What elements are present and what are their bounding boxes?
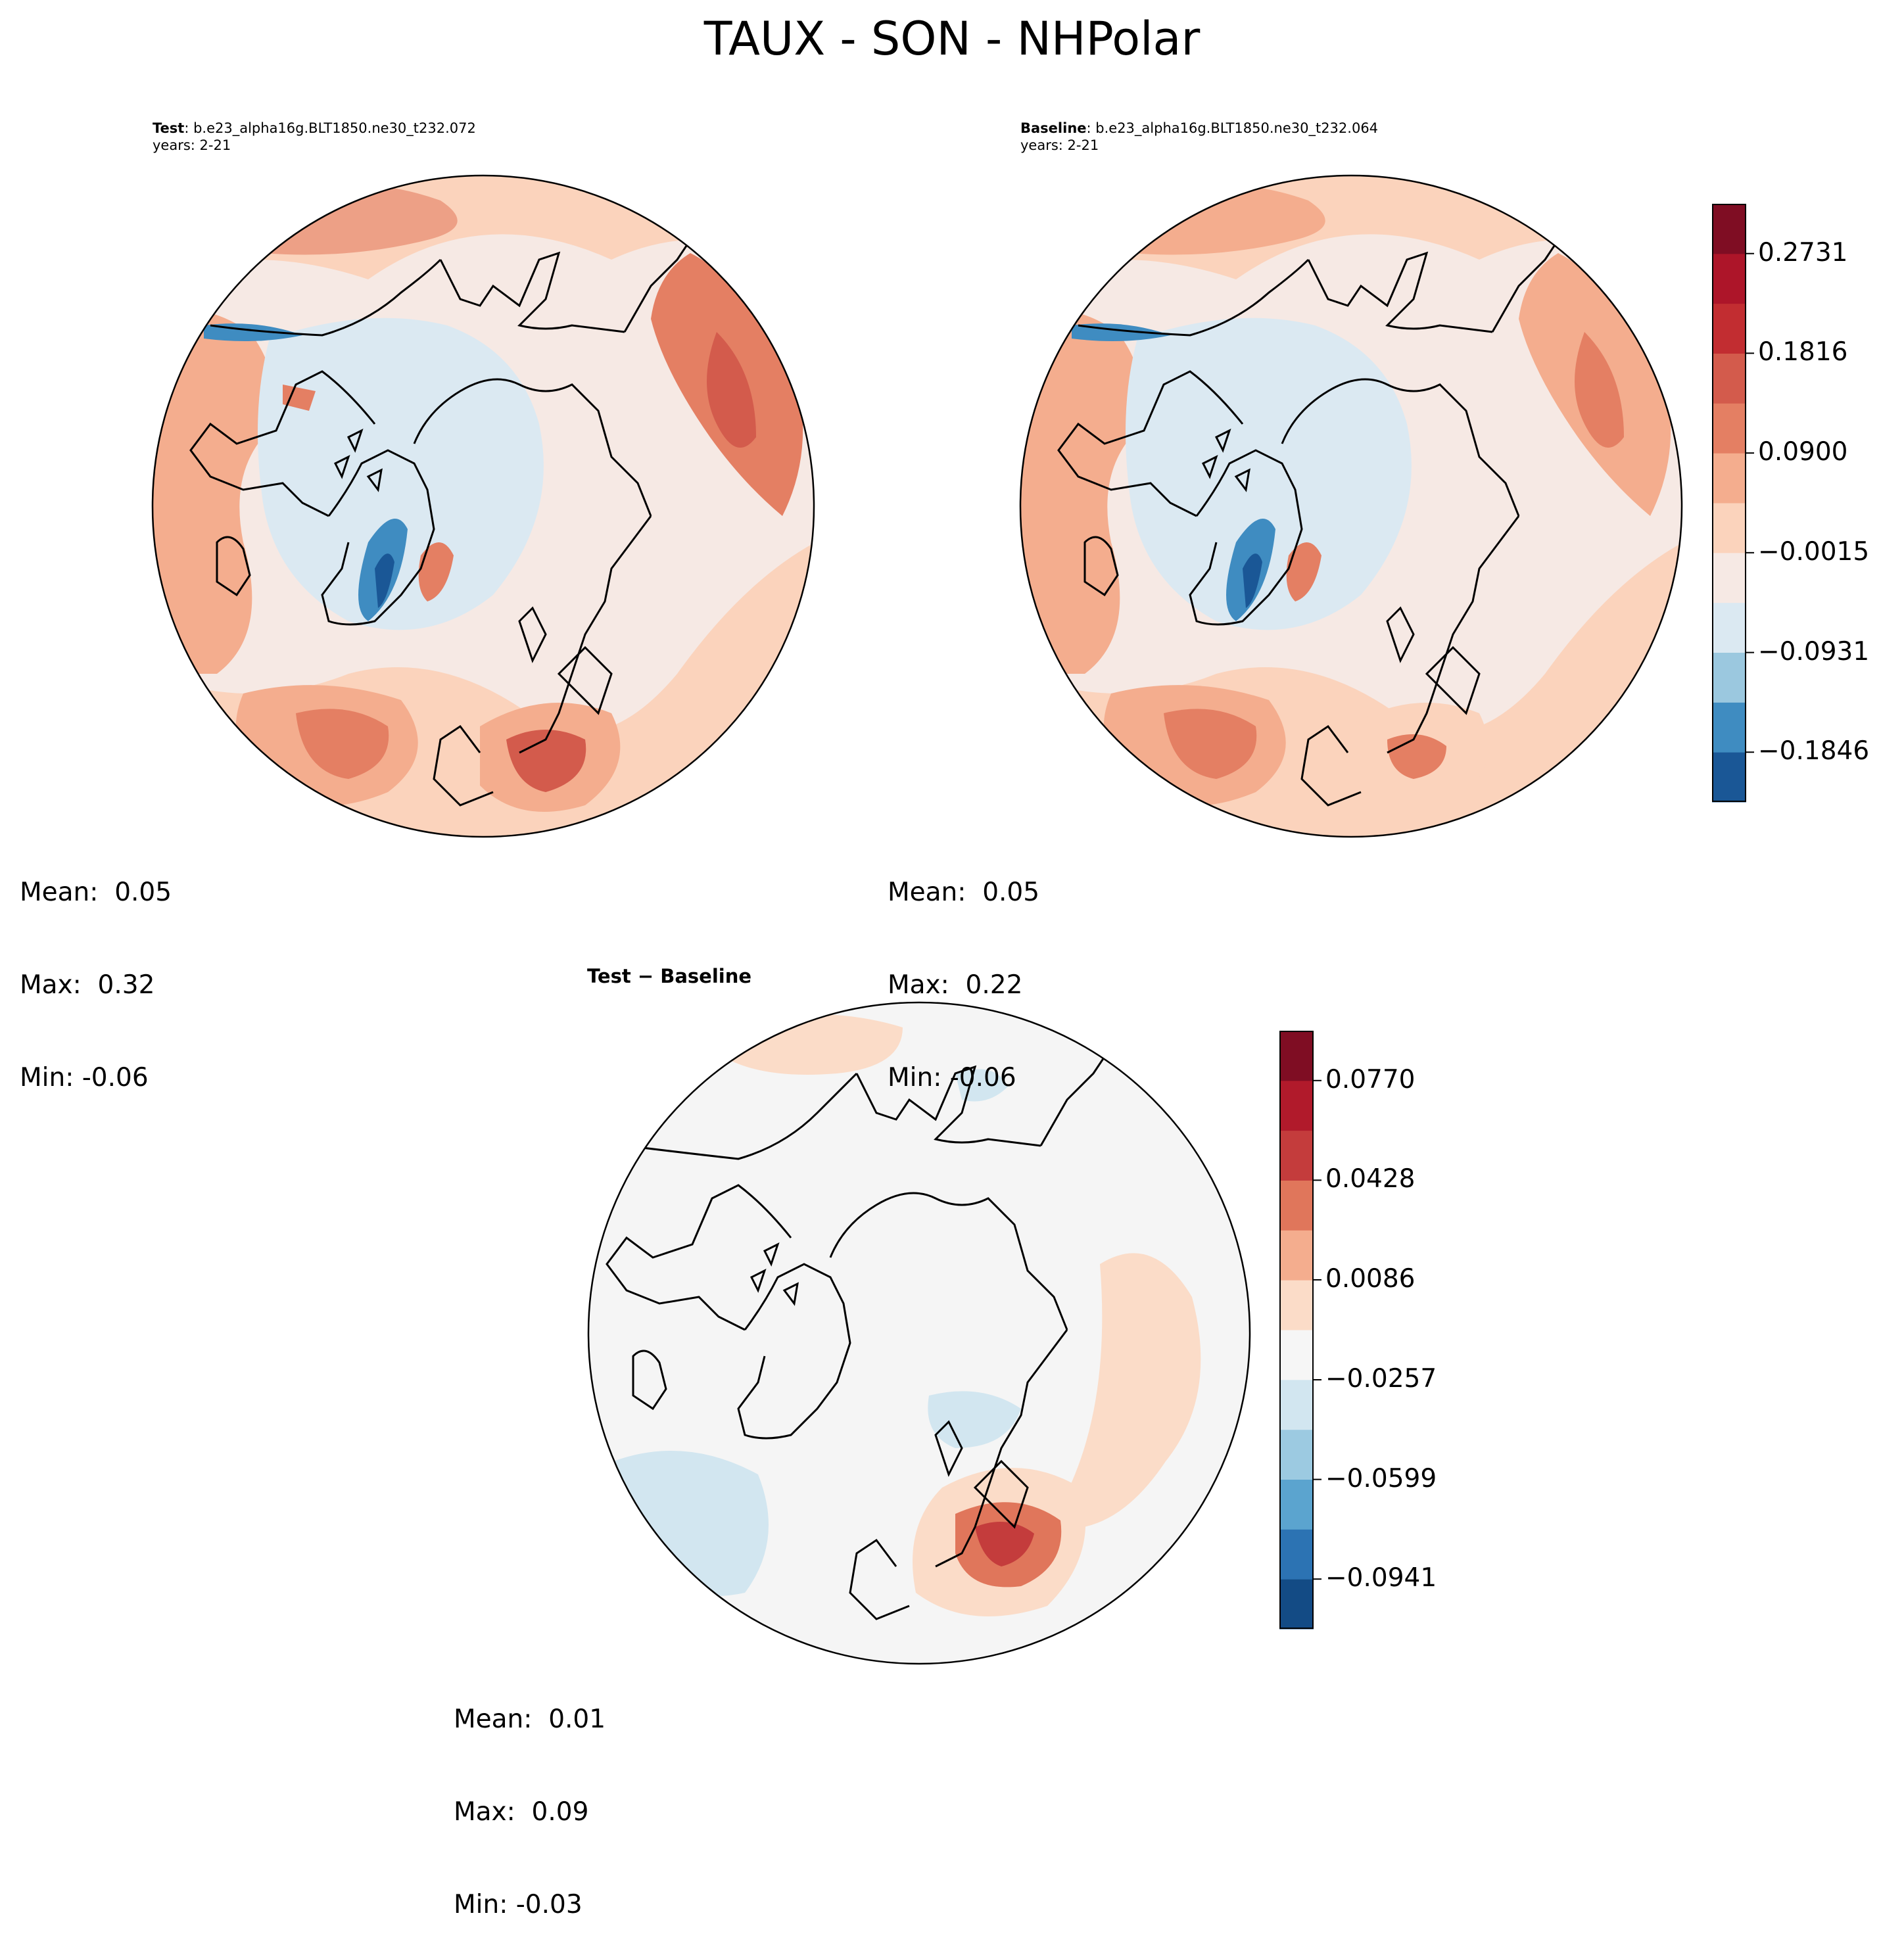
main-colorbar-tick-label: 0.1816 [1758, 337, 1848, 367]
diff-colorbar-tick-label: 0.0086 [1325, 1263, 1416, 1294]
diff-mean: Mean: 0.01 [454, 1704, 606, 1734]
test-greenland-blue-core [375, 553, 394, 608]
test-stats: Mean: 0.05 Max: 0.32 Min: -0.06 [20, 815, 172, 1124]
baseline-left-band [1020, 310, 1141, 674]
baseline-min: Min: -0.06 [888, 1063, 1016, 1093]
test-atlantic-core [296, 709, 389, 779]
main-colorbar-segment [1712, 403, 1746, 454]
test-map [151, 174, 815, 838]
test-years: years: 2-21 [153, 137, 231, 153]
test-max: Max: 0.32 [20, 970, 155, 1000]
test-case-name: : b.e23_alpha16g.BLT1850.ne30_t232.072 [184, 120, 476, 136]
baseline-map [1019, 174, 1683, 838]
test-right-band-core [707, 332, 756, 448]
baseline-greenland-red [1286, 542, 1321, 601]
main-colorbar-tick-label: −0.1846 [1758, 736, 1870, 766]
main-colorbar-tick-label: 0.2731 [1758, 237, 1848, 268]
baseline-panel-title: Baseline: b.e23_alpha16g.BLT1850.ne30_t2… [1020, 120, 1378, 154]
main-colorbar-segment [1712, 253, 1746, 304]
baseline-atlantic-core [1164, 709, 1257, 779]
test-greenland-red [418, 542, 454, 601]
baseline-coastlines [1057, 225, 1585, 807]
main-colorbar-segment [1712, 552, 1746, 603]
diff-colorbar-tick-label: −0.0599 [1325, 1463, 1437, 1493]
diff-colorbar-segment [1279, 1080, 1314, 1131]
test-left-band [153, 310, 274, 674]
baseline-case-name: : b.e23_alpha16g.BLT1850.ne30_t232.064 [1086, 120, 1379, 136]
test-europe-core [506, 730, 586, 792]
diff-map [587, 1001, 1251, 1665]
diff-colorbar-segment [1279, 1130, 1314, 1181]
diff-colorbar-segment [1279, 1180, 1314, 1231]
diff-colorbar-segment [1279, 1031, 1314, 1081]
diff-greenland-blue [928, 1391, 1021, 1448]
diff-colorbar-tick-label: −0.0257 [1325, 1364, 1437, 1394]
diff-colorbar-segment [1279, 1230, 1314, 1281]
baseline-stats: Mean: 0.05 Max: 0.22 Min: -0.06 [888, 815, 1039, 1124]
diff-stats: Mean: 0.01 Max: 0.09 Min: -0.03 [454, 1642, 606, 1951]
baseline-label: Baseline [1020, 120, 1087, 136]
diff-colorbar-segment [1279, 1280, 1314, 1330]
main-colorbar-segment [1712, 204, 1746, 254]
diff-colorbar-tick-label: −0.0941 [1325, 1563, 1437, 1593]
baseline-max: Max: 0.22 [888, 970, 1023, 1000]
main-colorbar-tick-label: −0.0931 [1758, 636, 1870, 667]
test-panel-title: Test: b.e23_alpha16g.BLT1850.ne30_t232.0… [153, 120, 476, 154]
diff-colorbar-segment [1279, 1330, 1314, 1380]
diff-atlantic-blue [613, 1451, 769, 1596]
test-arctic-blue [258, 317, 544, 630]
diff-colorbar [1279, 1031, 1321, 1630]
test-label: Test [153, 120, 185, 136]
main-colorbar-tick-label: −0.0015 [1758, 536, 1870, 567]
baseline-years: years: 2-21 [1020, 137, 1099, 153]
main-colorbar-segment [1712, 453, 1746, 504]
test-mean: Mean: 0.05 [20, 878, 172, 907]
diff-colorbar-segment [1279, 1429, 1314, 1480]
main-colorbar-segment [1712, 353, 1746, 404]
main-colorbar-segment [1712, 752, 1746, 803]
diff-min: Min: -0.03 [454, 1890, 583, 1919]
diff-colorbar-segment [1279, 1529, 1314, 1580]
figure-title: TAUX - SON - NHPolar [703, 12, 1201, 66]
diff-max: Max: 0.09 [454, 1797, 589, 1827]
main-colorbar-tick-label: 0.0900 [1758, 437, 1848, 467]
test-coastlines [189, 225, 717, 807]
diff-colorbar-border [1279, 1031, 1314, 1629]
diff-colorbar-segment [1279, 1579, 1314, 1630]
diff-colorbar-tick-label: 0.0770 [1325, 1064, 1416, 1094]
diff-europe-red-core [975, 1522, 1034, 1566]
diff-colorbar-segment [1279, 1379, 1314, 1430]
baseline-right-band-core [1575, 332, 1624, 448]
diff-colorbar-segment [1279, 1479, 1314, 1530]
main-colorbar-segment [1712, 702, 1746, 753]
diff-colorbar-tick-label: 0.0428 [1325, 1164, 1416, 1194]
baseline-arctic-blue [1126, 317, 1412, 630]
test-siberia-red [283, 385, 316, 411]
main-colorbar-segment [1712, 303, 1746, 354]
main-colorbar-border [1712, 204, 1746, 802]
main-colorbar [1712, 204, 1754, 803]
baseline-greenland-blue-core [1243, 553, 1262, 608]
baseline-mean: Mean: 0.05 [888, 878, 1040, 907]
diff-panel-title: Test − Baseline [587, 965, 752, 987]
main-colorbar-segment [1712, 602, 1746, 653]
main-colorbar-segment [1712, 503, 1746, 553]
diff-right-red [1047, 1253, 1201, 1529]
diff-coastlines [606, 1039, 1133, 1620]
test-min: Min: -0.06 [20, 1063, 149, 1093]
main-colorbar-segment [1712, 652, 1746, 703]
